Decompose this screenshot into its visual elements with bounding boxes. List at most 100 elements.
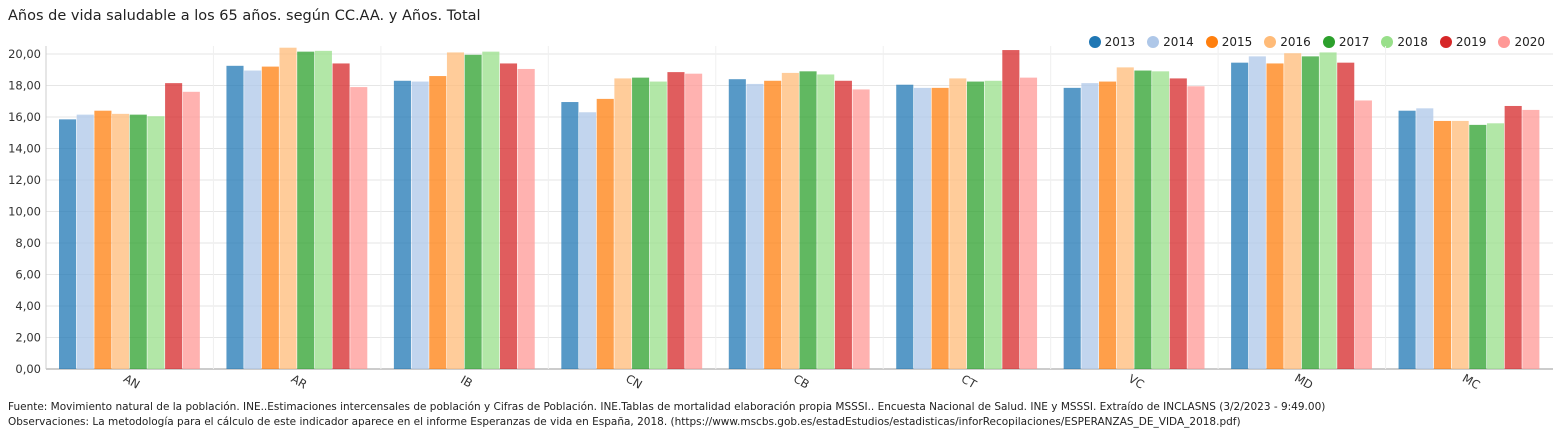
y-tick-label: 8,00: [15, 236, 41, 250]
bar-VC-2013: [1063, 87, 1081, 370]
bar-CN-2020: [685, 73, 703, 369]
bar-AR-2015: [261, 66, 279, 369]
legend-label: 2020: [1514, 35, 1545, 49]
legend-label: 2019: [1455, 35, 1487, 49]
bar-CB-2013: [728, 79, 746, 369]
y-tick-label: 12,00: [8, 173, 41, 187]
source-note: Fuente: Movimiento natural de la poblaci…: [8, 401, 1326, 413]
bar-CN-2017: [632, 77, 650, 369]
bar-AN-2017: [129, 114, 147, 369]
bar-IB-2015: [429, 76, 447, 370]
legend-swatch: [1264, 36, 1277, 48]
bar-MD-2016: [1284, 53, 1302, 370]
bar-CT-2014: [913, 87, 931, 370]
bar-CB-2017: [799, 71, 817, 369]
bar-MC-2017: [1469, 124, 1487, 369]
bar-AN-2018: [147, 116, 165, 370]
bar-AR-2018: [314, 50, 332, 369]
legend-item[interactable]: 2018: [1381, 35, 1428, 49]
legend-swatch: [1498, 36, 1511, 48]
bar-MD-2014: [1248, 56, 1266, 370]
bar-AR-2016: [279, 47, 297, 369]
bar-AN-2013: [59, 119, 77, 369]
x-tick-label: CT: [959, 372, 980, 392]
legend-swatch: [1322, 36, 1335, 48]
bar-CB-2020: [852, 89, 870, 369]
bar-CN-2016: [614, 78, 632, 369]
y-tick-label: 0,00: [15, 362, 41, 376]
y-tick-label: 6,00: [15, 268, 41, 282]
bar-AN-2020: [182, 91, 200, 370]
bar-AR-2017: [297, 51, 315, 369]
legend-swatch: [1205, 36, 1218, 48]
bar-IB-2019: [499, 63, 518, 369]
legend-item[interactable]: 2015: [1205, 35, 1253, 49]
bar-VC-2015: [1099, 81, 1117, 369]
observations-note: Observaciones: La metodología para el cá…: [8, 416, 1241, 428]
bar-chart: 0,00 2,00 4,00 6,00 8,00 10,00 12,00 14,00 16,00…: [8, 46, 1553, 393]
legend-label: 2013: [1104, 35, 1136, 49]
bar-MC-2013: [1398, 110, 1416, 369]
legend-label: 2018: [1397, 35, 1428, 49]
chart-title: Años de vida saludable a los 65 años. se…: [8, 8, 481, 24]
bar-AR-2019: [332, 63, 350, 369]
bar-AR-2013: [226, 65, 244, 369]
x-tick-label: MC: [1460, 371, 1483, 392]
bar-MD-2018: [1319, 52, 1337, 370]
legend-item[interactable]: 2017: [1322, 35, 1369, 49]
bar-CB-2016: [781, 72, 799, 370]
bar-MC-2016: [1451, 120, 1469, 369]
bar-CT-2019: [1002, 50, 1020, 369]
x-tick-label: VC: [1126, 371, 1147, 391]
legend-item[interactable]: 2020: [1498, 35, 1545, 49]
y-tick-label: 20,00: [8, 47, 41, 61]
bar-IB-2020: [517, 68, 535, 370]
bar-CB-2015: [764, 80, 782, 370]
x-tick-label: CB: [791, 371, 812, 391]
bar-AN-2015: [94, 110, 112, 369]
bar-CN-2019: [667, 72, 685, 370]
bar-CT-2017: [966, 81, 985, 369]
legend-swatch: [1439, 36, 1452, 48]
y-tick-label: 4,00: [15, 299, 41, 313]
bar-CB-2019: [834, 80, 852, 370]
bar-MC-2020: [1522, 109, 1540, 369]
bar-VC-2016: [1116, 67, 1134, 369]
legend-item[interactable]: 2013: [1088, 35, 1136, 49]
bar-IB-2014: [411, 81, 429, 369]
legend-label: 2016: [1280, 35, 1311, 49]
bar-VC-2017: [1134, 70, 1152, 369]
legend-item[interactable]: 2014: [1147, 35, 1194, 49]
bar-VC-2019: [1169, 78, 1187, 369]
bar-CB-2014: [746, 83, 764, 370]
legend-item[interactable]: 2016: [1264, 35, 1311, 49]
bar-CT-2013: [896, 84, 914, 370]
bar-CN-2015: [596, 98, 614, 369]
y-tick-label: 10,00: [8, 205, 41, 219]
bar-MD-2015: [1266, 63, 1284, 369]
chart-legend: 2013 2014 2015 2016 2017 2018 2019 2020: [1088, 35, 1545, 49]
bar-IB-2018: [482, 51, 500, 369]
legend-label: 2015: [1221, 35, 1253, 49]
bar-AN-2014: [76, 114, 94, 369]
bar-MC-2019: [1504, 105, 1522, 369]
bar-MC-2015: [1433, 120, 1451, 369]
bar-AR-2014: [244, 70, 262, 369]
legend-swatch: [1381, 36, 1394, 48]
bar-MD-2013: [1231, 62, 1249, 369]
bar-IB-2016: [446, 52, 465, 370]
bar-AR-2020: [350, 87, 368, 369]
x-tick-label: IB: [458, 373, 475, 391]
bar-AN-2016: [112, 113, 130, 369]
bar-AN-2019: [165, 83, 183, 369]
bar-MC-2018: [1486, 123, 1505, 369]
bar-IB-2017: [464, 54, 482, 369]
bar-IB-2013: [393, 80, 411, 370]
bar-VC-2014: [1081, 83, 1099, 369]
x-tick-label: MD: [1292, 371, 1315, 393]
bar-CT-2016: [949, 78, 967, 369]
bar-MD-2020: [1354, 100, 1372, 370]
legend-item[interactable]: 2019: [1439, 35, 1487, 49]
bar-CN-2018: [649, 81, 667, 369]
legend-swatch: [1088, 36, 1101, 48]
